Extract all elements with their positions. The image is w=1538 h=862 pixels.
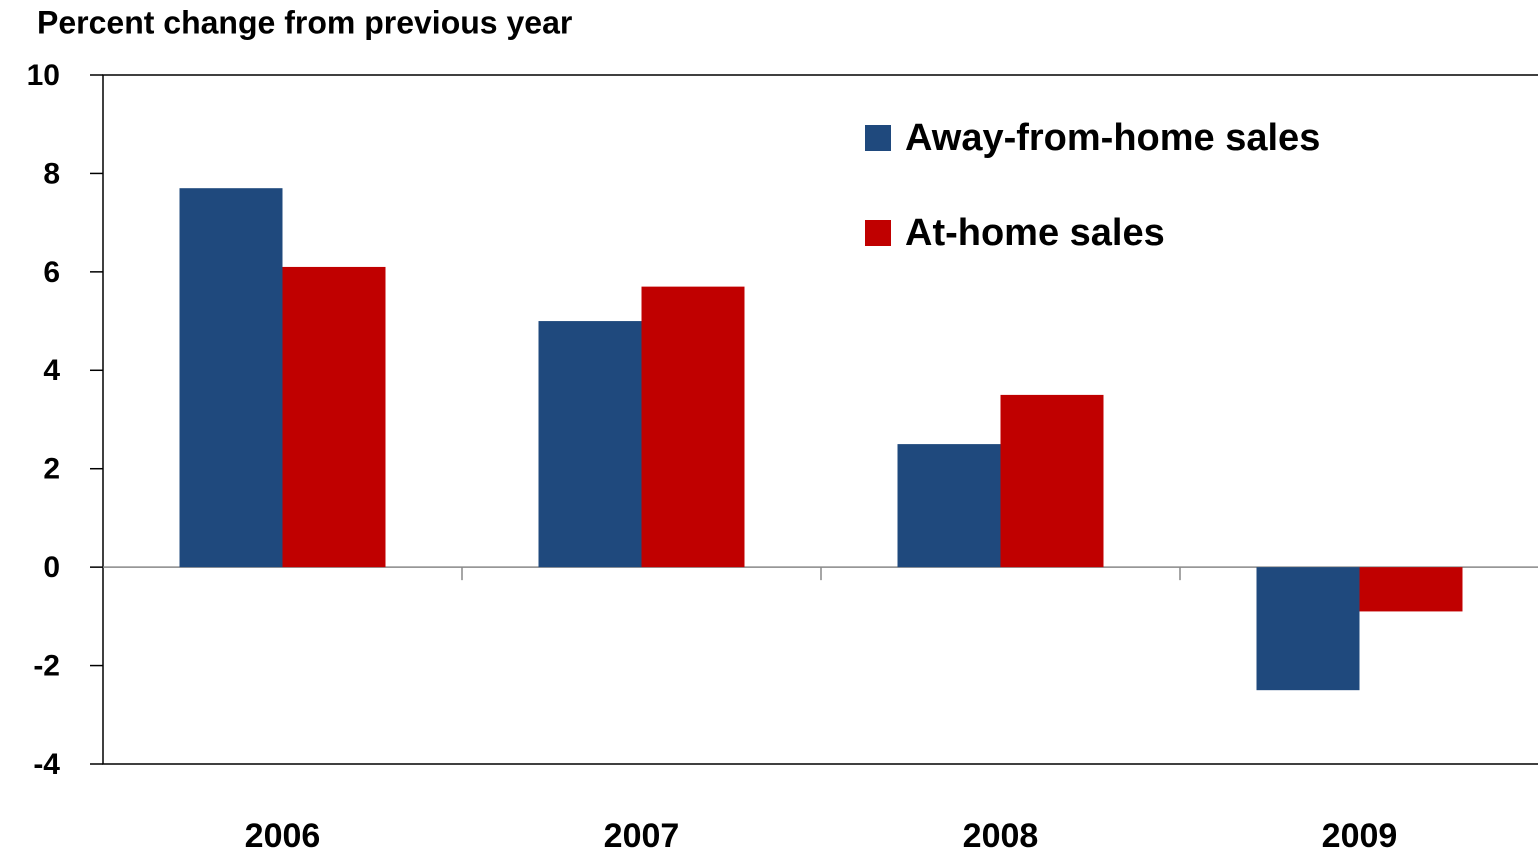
bar [1359, 567, 1463, 612]
x-tick-label: 2007 [604, 817, 680, 855]
y-tick-label: 4 [43, 354, 60, 387]
x-tick-label: 2008 [963, 817, 1039, 855]
y-tick-label: -4 [33, 748, 60, 781]
legend-swatch [865, 220, 891, 246]
y-tick-label: 8 [43, 157, 60, 190]
x-tick-label: 2009 [1322, 817, 1398, 855]
legend-swatch [865, 125, 891, 151]
bar [179, 188, 283, 568]
y-tick-label: 2 [43, 453, 60, 486]
y-tick-label: -2 [33, 649, 60, 682]
y-tick-label: 0 [43, 551, 60, 584]
legend-label: Away-from-home sales [905, 117, 1320, 159]
y-tick-label: 10 [27, 59, 60, 92]
y-tick-label: 6 [43, 256, 60, 289]
y-axis-title: Percent change from previous year [37, 4, 572, 40]
bar [282, 266, 386, 568]
bar [1256, 567, 1360, 691]
bar [641, 286, 745, 568]
legend-label: At-home sales [905, 212, 1165, 254]
bar [538, 321, 642, 568]
x-tick-label: 2006 [245, 817, 321, 855]
bar [897, 444, 1001, 568]
bar [1000, 394, 1104, 568]
plot-frame [102, 74, 1538, 765]
